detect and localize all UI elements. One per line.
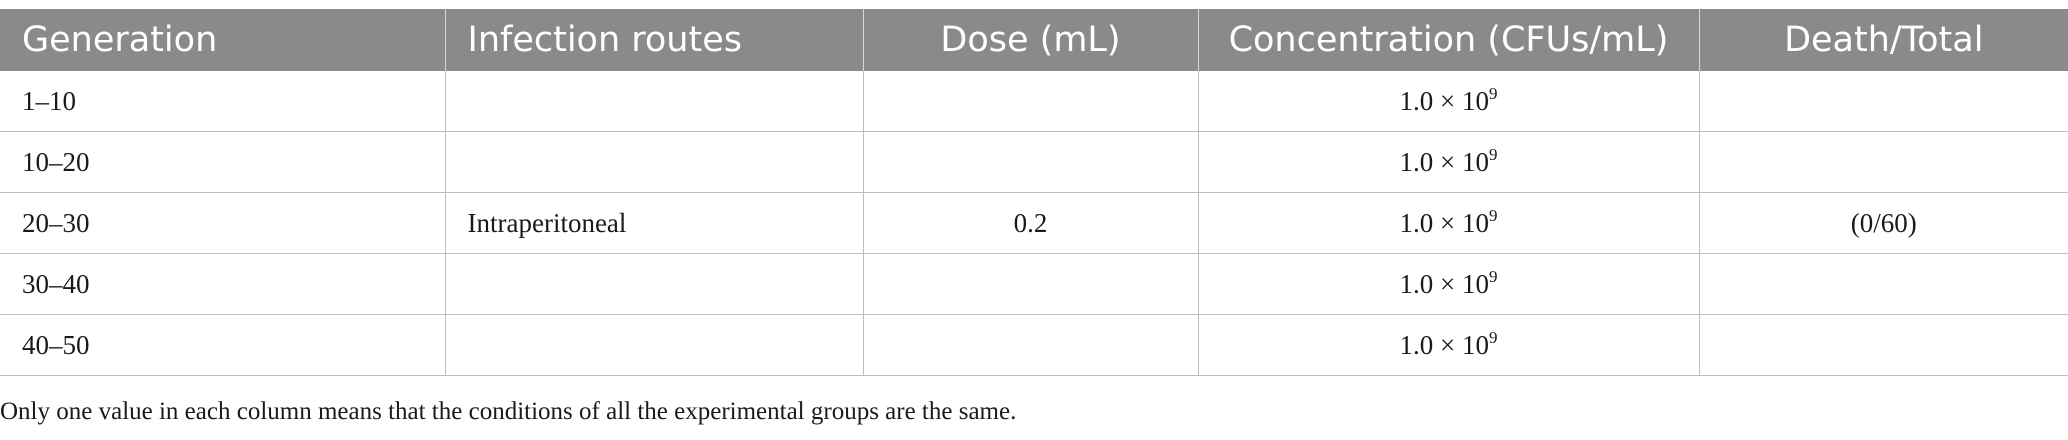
cell-death-total [1699,131,2068,193]
concentration-base: 1.0 × 10 [1399,329,1489,360]
cell-concentration: 1.0 × 109 [1198,131,1700,193]
cell-generation: 10–20 [0,131,446,193]
header-dose: Dose (mL) [863,9,1199,71]
cell-death-total: (0/60) [1699,192,2068,254]
table-row: 10–20 1.0 × 109 [0,131,2068,193]
concentration-base: 1.0 × 10 [1399,85,1489,116]
header-generation: Generation [0,9,446,71]
table-row: 1–10 1.0 × 109 [0,71,2068,132]
cell-death-total [1699,314,2068,376]
header-infection-routes: Infection routes [445,9,864,71]
cell-dose: 0.2 [863,192,1199,254]
cell-route [445,131,864,193]
cell-route [445,314,864,376]
header-death-total: Death/Total [1699,9,2068,71]
cell-death-total [1699,71,2068,132]
cell-death-total [1699,253,2068,315]
concentration-base: 1.0 × 10 [1399,207,1489,238]
cell-concentration: 1.0 × 109 [1198,71,1700,132]
table-row: 40–50 1.0 × 109 [0,314,2068,376]
cell-dose [863,71,1199,132]
cell-generation: 1–10 [0,71,446,132]
table-header: Generation Infection routes Dose (mL) Co… [0,9,2068,71]
cell-route: Intraperitoneal [445,192,864,254]
data-table: Generation Infection routes Dose (mL) Co… [0,9,2068,376]
concentration-exponent: 9 [1488,83,1498,103]
table-row: 20–30 Intraperitoneal 0.2 1.0 × 109 (0/6… [0,192,2068,254]
concentration-exponent: 9 [1488,144,1498,164]
table-row: 30–40 1.0 × 109 [0,253,2068,315]
concentration-exponent: 9 [1488,327,1498,347]
concentration-exponent: 9 [1488,205,1498,225]
cell-concentration: 1.0 × 109 [1198,192,1700,254]
data-table-container: Generation Infection routes Dose (mL) Co… [0,9,2068,376]
cell-dose [863,314,1199,376]
table-footnote: Only one value in each column means that… [0,398,1017,425]
cell-generation: 40–50 [0,314,446,376]
concentration-base: 1.0 × 10 [1399,146,1489,177]
cell-concentration: 1.0 × 109 [1198,314,1700,376]
cell-generation: 30–40 [0,253,446,315]
cell-concentration: 1.0 × 109 [1198,253,1700,315]
header-row: Generation Infection routes Dose (mL) Co… [0,9,2068,71]
cell-dose [863,253,1199,315]
header-concentration: Concentration (CFUs/mL) [1198,9,1700,71]
cell-generation: 20–30 [0,192,446,254]
concentration-exponent: 9 [1488,266,1498,286]
cell-dose [863,131,1199,193]
cell-route [445,71,864,132]
concentration-base: 1.0 × 10 [1399,268,1489,299]
table-body: 1–10 1.0 × 109 10–20 1.0 × 109 20–30 Int… [0,71,2068,376]
cell-route [445,253,864,315]
